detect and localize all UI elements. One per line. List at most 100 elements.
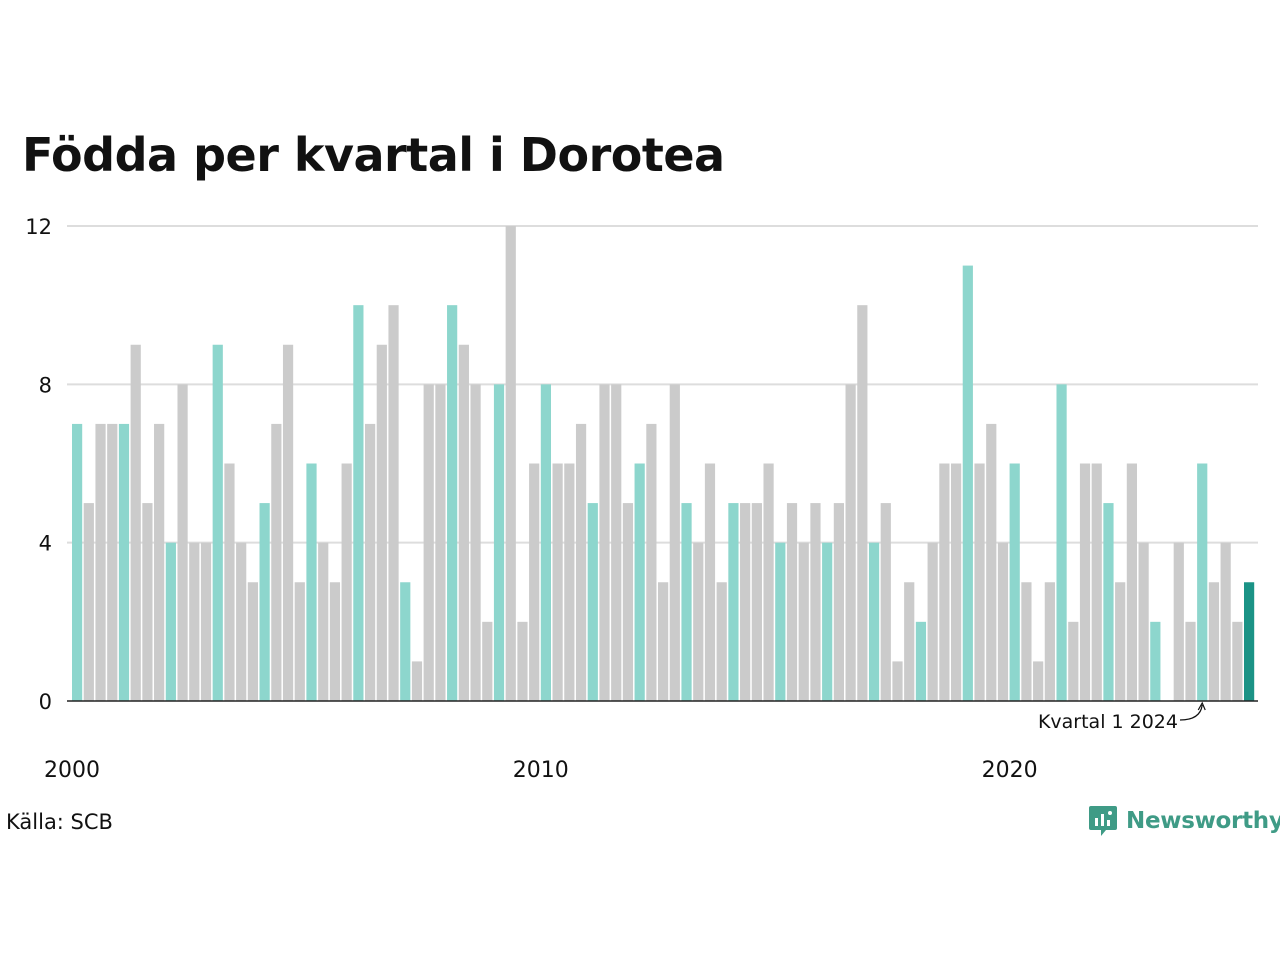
bar (857, 305, 868, 701)
bar (365, 423, 376, 701)
y-tick-label: 4 (39, 532, 52, 556)
bar (400, 582, 411, 701)
bar (904, 582, 915, 701)
bar (728, 503, 739, 701)
y-tick-label: 12 (25, 215, 52, 239)
bar (740, 503, 751, 701)
bar (165, 542, 176, 701)
y-tick-label: 8 (39, 373, 52, 397)
bar (1068, 621, 1079, 701)
bar (1232, 621, 1243, 701)
x-tick-label: 2010 (513, 758, 569, 783)
bar (341, 463, 352, 701)
bar (72, 423, 83, 701)
bar (751, 503, 762, 701)
bar (517, 621, 528, 701)
bar (493, 384, 505, 701)
bar (1220, 542, 1231, 701)
bar (107, 423, 118, 701)
bar (611, 384, 622, 701)
bar (868, 542, 880, 701)
bar (435, 384, 446, 701)
bar (1009, 463, 1020, 701)
bar (411, 661, 423, 701)
annotation: Kvartal 1 2024 (1038, 701, 1206, 733)
bar (212, 344, 223, 701)
bar (1021, 582, 1032, 701)
bar (282, 344, 294, 701)
bar (376, 344, 387, 701)
bar (388, 305, 399, 701)
bar (540, 384, 551, 701)
bar (951, 463, 962, 701)
bar (915, 621, 927, 701)
bar (95, 423, 106, 701)
y-axis-labels: 0 4 8 12 (25, 215, 52, 714)
bar (833, 503, 844, 701)
bar (130, 344, 141, 701)
bar (575, 423, 587, 701)
bar (997, 542, 1009, 701)
bar (646, 423, 657, 701)
bar (259, 503, 270, 701)
bar (1033, 661, 1044, 701)
bar (1103, 503, 1114, 701)
bar (306, 463, 317, 701)
bar (845, 384, 856, 701)
bar (200, 542, 212, 701)
bar (189, 542, 200, 701)
bar (271, 423, 282, 701)
bar (1126, 463, 1137, 701)
bar (83, 503, 94, 701)
bars (72, 226, 1255, 701)
bar (1208, 582, 1220, 701)
bar (939, 463, 950, 701)
bar (798, 542, 809, 701)
bar (810, 503, 821, 701)
bar (634, 463, 645, 701)
bar (447, 305, 458, 701)
bar (353, 305, 364, 701)
x-axis-labels: 2000 2010 2020 (44, 758, 1038, 783)
bar (236, 542, 247, 701)
annotation-arrow (1179, 704, 1203, 721)
bar (154, 423, 165, 701)
brand-name: Newsworthy (1126, 808, 1280, 834)
bar (587, 503, 598, 701)
bar (681, 503, 692, 701)
bar (786, 503, 798, 701)
bar (974, 463, 985, 701)
bar (599, 384, 610, 701)
bar (552, 463, 563, 701)
bar (142, 503, 153, 701)
source-label: Källa: SCB (6, 810, 113, 834)
bar (716, 582, 727, 701)
bar (892, 661, 903, 701)
bar (224, 463, 235, 701)
bar (505, 226, 516, 701)
bar (1138, 542, 1149, 701)
bar (763, 463, 774, 701)
bar (1044, 582, 1055, 701)
bar (658, 582, 669, 701)
bar (1056, 384, 1067, 701)
bar (880, 503, 891, 701)
bar (962, 265, 973, 701)
newsworthy-logo: Newsworthy (1088, 804, 1280, 838)
bar (470, 384, 481, 701)
bar (704, 463, 716, 701)
bar (822, 542, 833, 701)
bar (294, 582, 305, 701)
chart-title: Födda per kvartal i Dorotea (22, 128, 725, 182)
bar (458, 344, 469, 701)
bar (1091, 463, 1102, 701)
bar (177, 384, 188, 701)
gridlines (67, 225, 1258, 544)
bar (247, 582, 258, 701)
bar (1244, 582, 1255, 701)
bar (669, 384, 680, 701)
bar (423, 384, 434, 701)
bar (1197, 463, 1208, 701)
bar (1173, 542, 1184, 701)
